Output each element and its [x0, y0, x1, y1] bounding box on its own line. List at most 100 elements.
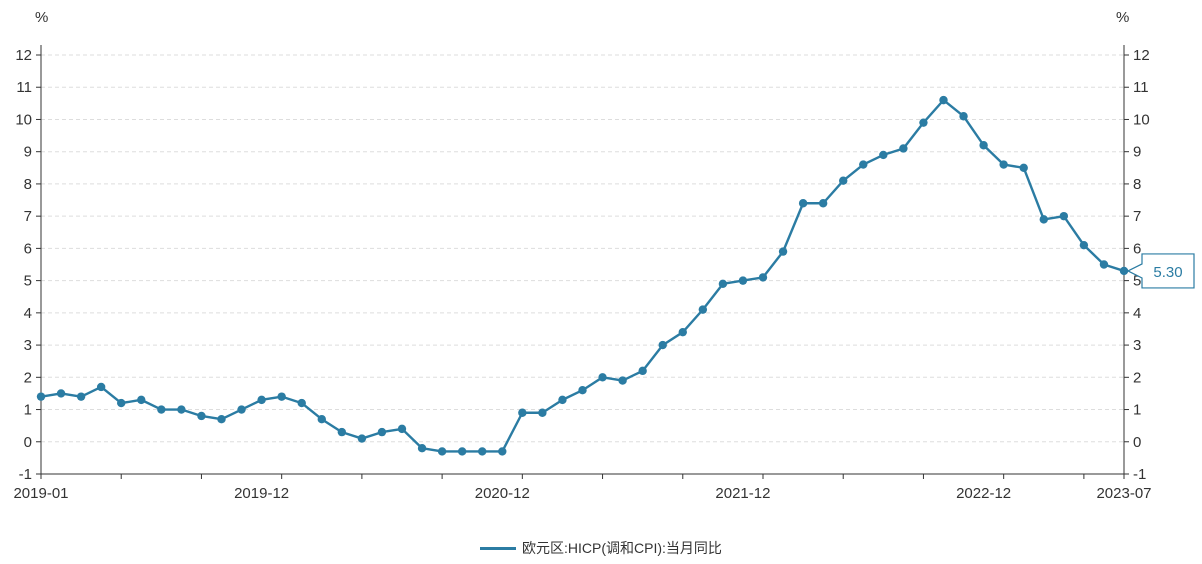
- data-point[interactable]: [899, 144, 908, 153]
- data-point[interactable]: [1119, 266, 1129, 276]
- left-y-tick-label: 11: [16, 79, 32, 96]
- data-point[interactable]: [197, 411, 206, 421]
- data-point[interactable]: [839, 176, 848, 185]
- data-point[interactable]: [1079, 240, 1089, 250]
- right-y-tick-label: 0: [1133, 434, 1141, 451]
- left-y-tick-label: -1: [19, 466, 32, 483]
- data-point[interactable]: [357, 434, 367, 443]
- x-tick-label: 2021-12: [715, 485, 770, 502]
- data-point[interactable]: [879, 150, 888, 160]
- data-point[interactable]: [778, 247, 788, 256]
- data-point[interactable]: [437, 447, 447, 456]
- data-point[interactable]: [1099, 260, 1109, 269]
- data-point[interactable]: [959, 112, 968, 121]
- data-point[interactable]: [1019, 163, 1028, 173]
- left-y-tick-label: 8: [24, 176, 32, 193]
- data-point[interactable]: [859, 160, 868, 169]
- x-tick-label: 2019-12: [234, 485, 289, 502]
- left-y-tick-label: 10: [15, 111, 32, 128]
- data-point[interactable]: [217, 415, 226, 424]
- data-point[interactable]: [117, 398, 126, 408]
- right-y-tick-label: 3: [1133, 337, 1141, 354]
- data-point[interactable]: [137, 395, 146, 405]
- right-axis-unit: %: [1116, 9, 1129, 26]
- data-point[interactable]: [939, 95, 948, 105]
- data-point[interactable]: [658, 340, 667, 350]
- right-y-tick-label: 8: [1133, 176, 1141, 193]
- data-point[interactable]: [317, 415, 326, 424]
- grid-lines: [41, 54, 1124, 443]
- data-point[interactable]: [979, 141, 988, 150]
- data-point[interactable]: [1039, 215, 1048, 224]
- data-point[interactable]: [518, 408, 527, 417]
- series-group: [36, 95, 1129, 456]
- legend[interactable]: 欧元区:HICP(调和CPI):当月同比: [0, 538, 1202, 558]
- data-point[interactable]: [297, 398, 306, 408]
- data-point[interactable]: [36, 392, 46, 401]
- data-point[interactable]: [919, 118, 928, 127]
- right-y-tick-label: 5: [1133, 273, 1141, 290]
- data-point[interactable]: [738, 276, 748, 285]
- data-point[interactable]: [758, 273, 768, 282]
- right-y-tick-label: -1: [1133, 466, 1146, 483]
- left-axis-unit: %: [35, 9, 48, 26]
- data-point[interactable]: [177, 405, 186, 414]
- left-y-tick-label: 9: [24, 144, 32, 161]
- right-y-tick-label: 4: [1133, 305, 1141, 322]
- right-y-tick-label: 11: [1133, 79, 1149, 96]
- value-callout-box: [1126, 253, 1195, 289]
- left-y-tick-label: 3: [24, 337, 32, 354]
- data-point[interactable]: [999, 160, 1008, 169]
- data-point[interactable]: [718, 279, 728, 289]
- right-y-tick-label: 12: [1133, 47, 1150, 64]
- data-point[interactable]: [397, 424, 407, 434]
- data-point[interactable]: [377, 427, 387, 437]
- data-point[interactable]: [277, 392, 286, 401]
- data-point[interactable]: [558, 395, 567, 405]
- right-y-tick-label: 9: [1133, 144, 1141, 161]
- data-point[interactable]: [598, 373, 607, 382]
- last-value-callout: 5.30: [1126, 253, 1195, 289]
- right-y-tick-label: 6: [1133, 240, 1141, 257]
- data-point[interactable]: [818, 199, 828, 208]
- left-y-tick-label: 4: [24, 305, 32, 322]
- x-tick-label: 2019-01: [13, 485, 68, 502]
- left-y-tick-label: 7: [24, 208, 32, 225]
- x-tick-label: 2023-07: [1096, 485, 1151, 502]
- data-point[interactable]: [56, 389, 66, 398]
- right-y-tick-label: 10: [1133, 111, 1150, 128]
- left-y-tick-label: 2: [24, 369, 32, 386]
- data-point[interactable]: [76, 392, 86, 401]
- legend-swatch: [480, 546, 517, 550]
- data-point[interactable]: [498, 447, 507, 456]
- data-point[interactable]: [337, 427, 347, 437]
- data-point[interactable]: [538, 408, 547, 417]
- data-point[interactable]: [157, 405, 166, 414]
- data-point[interactable]: [237, 405, 246, 414]
- right-y-tick-label: 7: [1133, 208, 1141, 225]
- data-point[interactable]: [638, 366, 647, 376]
- value-callout-label: 5.30: [1153, 264, 1182, 281]
- data-point[interactable]: [257, 395, 266, 405]
- data-point[interactable]: [698, 305, 708, 314]
- left-y-tick-label: 6: [24, 240, 32, 257]
- data-point[interactable]: [478, 447, 487, 456]
- data-point[interactable]: [678, 327, 687, 337]
- data-point[interactable]: [618, 376, 627, 385]
- data-point[interactable]: [96, 382, 106, 392]
- data-point[interactable]: [417, 444, 427, 453]
- left-y-tick-label: 12: [15, 47, 32, 64]
- data-point[interactable]: [1059, 211, 1069, 221]
- data-point[interactable]: [798, 199, 808, 208]
- data-point[interactable]: [578, 386, 587, 395]
- data-point[interactable]: [457, 447, 467, 456]
- legend-label: 欧元区:HICP(调和CPI):当月同比: [522, 540, 722, 556]
- left-y-tick-label: 0: [24, 434, 32, 451]
- right-y-tick-label: 1: [1133, 402, 1141, 419]
- left-y-tick-label: 5: [24, 273, 32, 290]
- series-line: [40, 98, 1125, 453]
- left-y-tick-label: 1: [24, 402, 32, 419]
- right-y-tick-label: 2: [1133, 369, 1141, 386]
